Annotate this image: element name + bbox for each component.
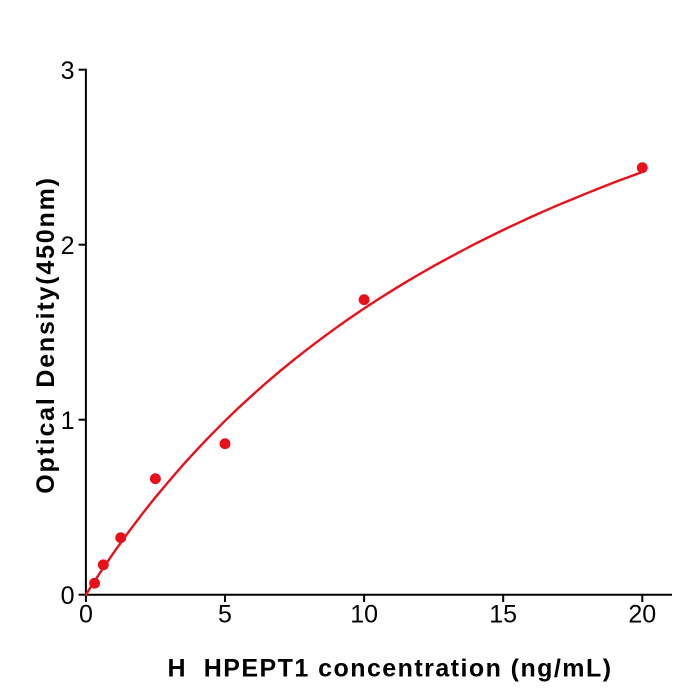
- svg-text:15: 15: [489, 601, 517, 629]
- svg-text:5: 5: [218, 601, 232, 629]
- svg-text:0: 0: [79, 601, 93, 629]
- svg-text:3: 3: [61, 57, 75, 85]
- svg-text:0: 0: [61, 582, 75, 610]
- svg-text:1: 1: [61, 407, 75, 435]
- svg-text:H HPEPT1 concentration (ng/mL: H HPEPT1 concentration (ng/mL): [168, 655, 613, 683]
- svg-text:20: 20: [628, 601, 656, 629]
- svg-text:Optical Density(450nm): Optical Density(450nm): [32, 176, 60, 493]
- svg-text:10: 10: [350, 601, 378, 629]
- svg-text:2: 2: [61, 232, 75, 260]
